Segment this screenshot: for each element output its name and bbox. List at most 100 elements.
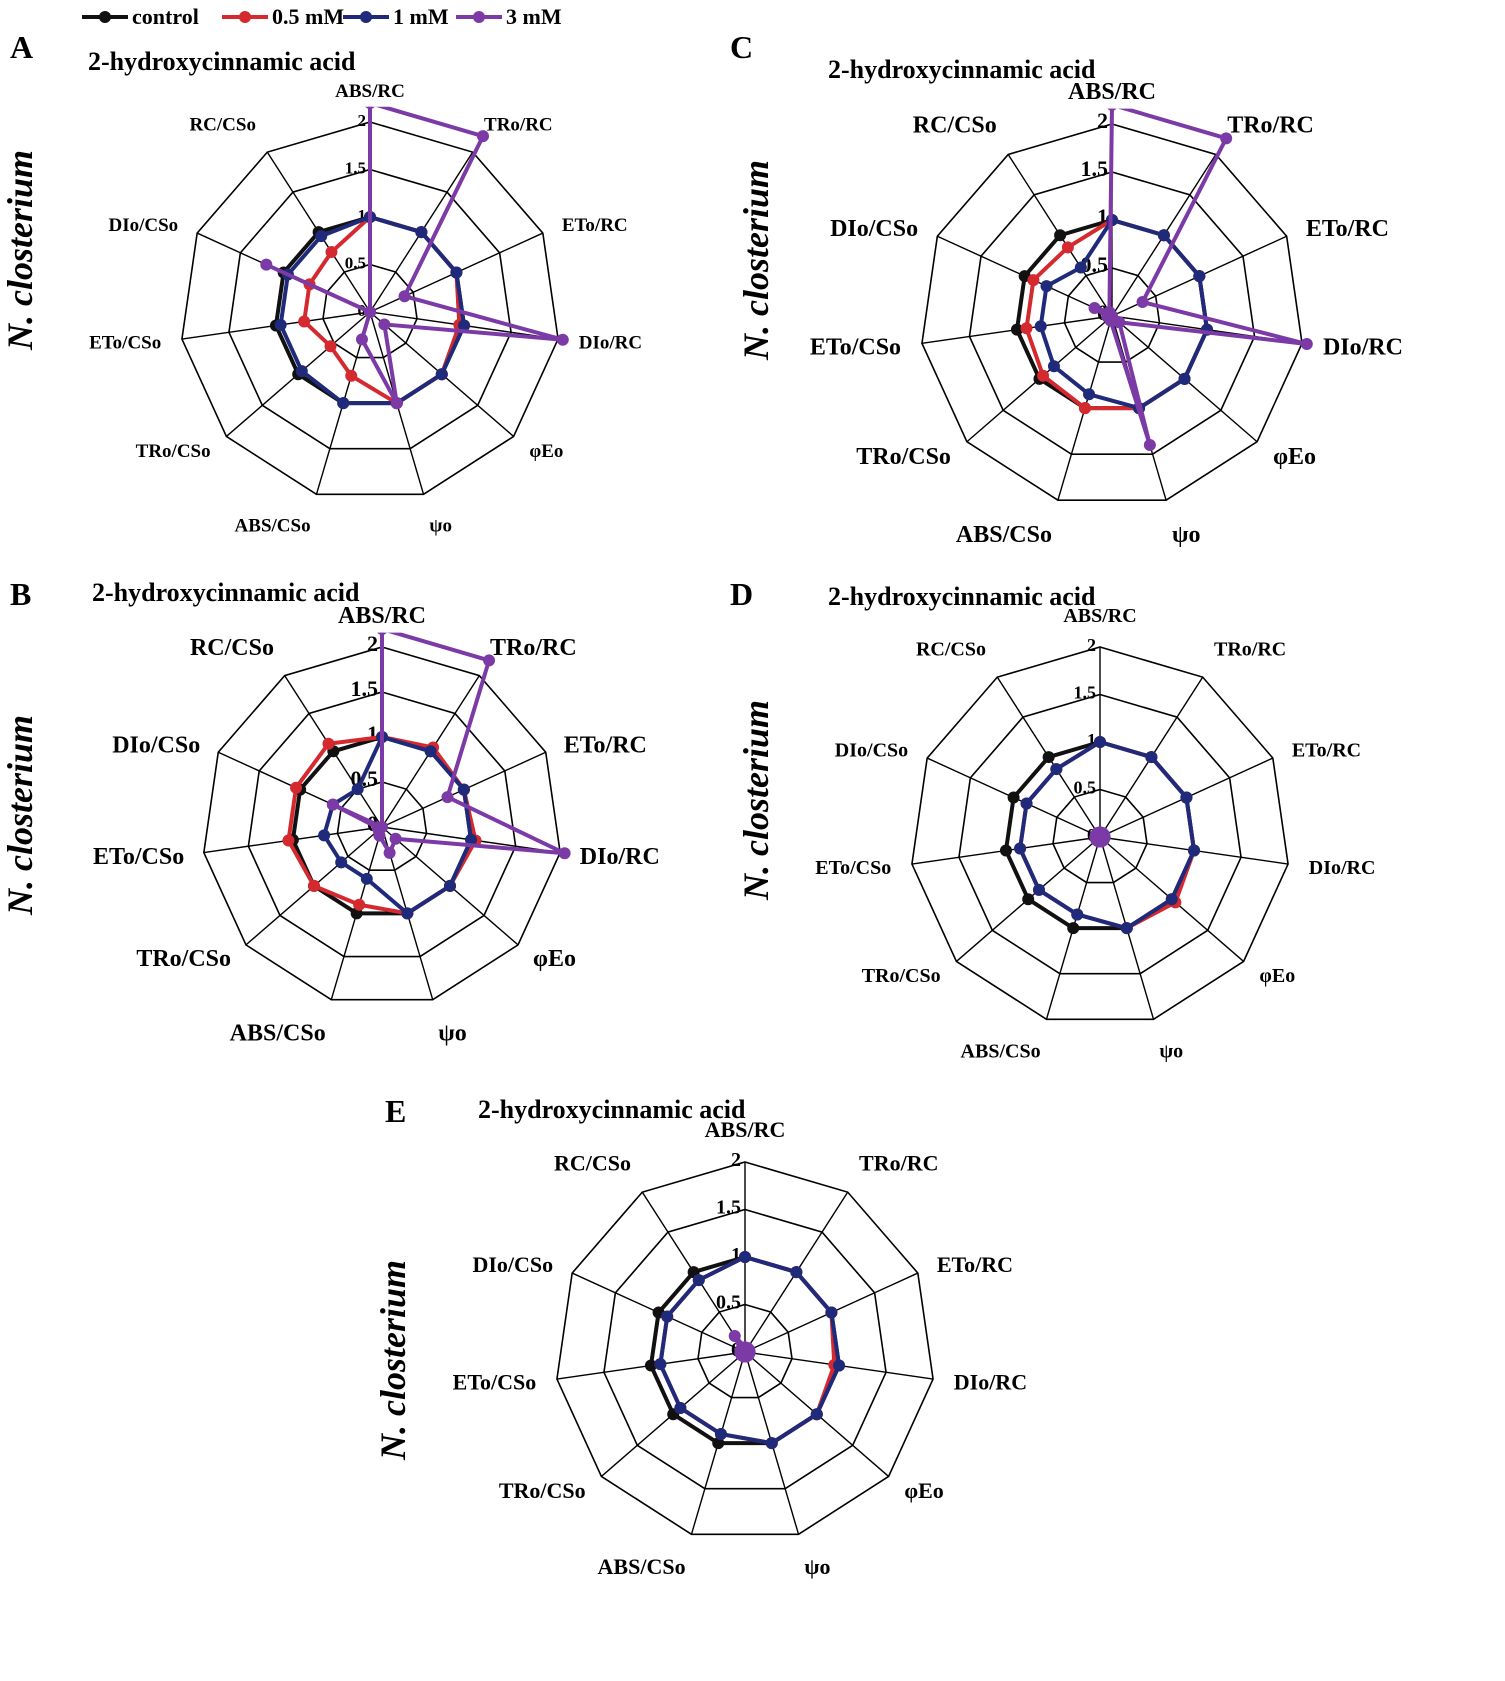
axis-label: TRo/CSo <box>499 1478 586 1503</box>
data-point <box>1107 108 1117 111</box>
axis-label: RC/CSo <box>916 639 986 661</box>
panel-title: 2-hydroxycinnamic acid <box>478 1095 746 1124</box>
data-point <box>692 1274 705 1287</box>
panel-title: 2-hydroxycinnamic acid <box>828 55 1096 84</box>
data-point <box>1007 791 1020 804</box>
axis-label: φEo <box>529 441 563 462</box>
grid-ring <box>336 781 428 871</box>
tick-label: 1.5 <box>351 676 379 701</box>
axis-label: ABS/CSo <box>961 1040 1041 1062</box>
axis-label: ABS/RC <box>338 603 426 629</box>
series-line <box>1038 218 1210 411</box>
data-point <box>654 1358 667 1371</box>
axis-label: ETo/CSo <box>453 1370 537 1395</box>
grid-ring <box>228 168 512 450</box>
data-point <box>476 130 489 143</box>
tick-label: 1.5 <box>716 1197 741 1219</box>
data-point <box>1091 827 1104 840</box>
grid-ring <box>968 171 1256 455</box>
axis-label: DIo/RC <box>1323 335 1403 361</box>
data-point <box>1180 791 1193 804</box>
tick-label: 1 <box>731 1244 741 1266</box>
axis-label: DIo/RC <box>580 844 660 870</box>
grid-ring <box>181 121 559 496</box>
axis-label: ETo/RC <box>937 1252 1013 1277</box>
axis-label: DIo/CSo <box>835 739 908 761</box>
data-point <box>307 879 320 892</box>
legend-item: 3 mM <box>456 4 562 29</box>
data-point <box>1027 274 1040 287</box>
data-point <box>1094 736 1106 748</box>
data-point <box>661 1310 674 1323</box>
axis-label: ETo/CSo <box>89 333 161 354</box>
data-point <box>424 745 437 758</box>
series-1-mm <box>654 1251 846 1450</box>
tick-label: 0 <box>358 301 367 320</box>
data-point <box>353 898 366 911</box>
panel-title: 2-hydroxycinnamic acid <box>88 47 356 76</box>
data-point <box>1074 261 1087 274</box>
tick-label: 0.5 <box>345 254 366 273</box>
axis-label: ABS/CSo <box>598 1554 686 1579</box>
data-point <box>337 397 350 410</box>
series-3-mm <box>1088 108 1313 451</box>
axis-label: RC/CSo <box>190 635 274 661</box>
axis-label: TRo/CSo <box>136 441 211 462</box>
data-point <box>558 847 571 860</box>
tick-label: 2 <box>1097 108 1108 133</box>
data-point <box>1061 241 1074 254</box>
data-point <box>712 1437 725 1450</box>
data-point <box>458 319 471 332</box>
data-point <box>1034 320 1047 333</box>
tick-label: 2 <box>731 1149 741 1171</box>
axis-label: ETo/RC <box>1292 739 1361 761</box>
panel-title: 2-hydroxycinnamic acid <box>92 578 360 607</box>
panel-letter: E <box>385 1093 406 1129</box>
data-point <box>556 333 569 346</box>
data-point <box>1157 229 1170 242</box>
data-point <box>345 369 358 382</box>
data-point <box>282 834 295 847</box>
axis-label: TRo/CSo <box>136 946 231 972</box>
axis-label: ψo <box>804 1554 830 1579</box>
legend-marker <box>99 11 111 23</box>
data-point <box>389 832 402 845</box>
axis-label: TRo/RC <box>1214 639 1286 661</box>
axis-label: ETo/CSo <box>810 335 901 361</box>
data-point <box>790 1266 803 1279</box>
grid-ring <box>247 691 517 958</box>
data-point <box>1071 908 1084 921</box>
axis-label: ABS/CSo <box>956 522 1052 548</box>
panel-letter: C <box>730 29 753 65</box>
y-axis-label: N. closterium <box>0 150 40 351</box>
legend-item: 0.5 mM <box>222 4 344 29</box>
data-point <box>298 315 311 328</box>
data-point <box>1143 438 1156 451</box>
data-point <box>1078 402 1091 415</box>
axis-label: ABS/RC <box>1068 79 1156 105</box>
data-point <box>728 1330 741 1343</box>
series-1-mm <box>318 731 478 920</box>
data-point <box>1050 763 1063 776</box>
data-point <box>1120 922 1133 935</box>
data-point <box>833 1359 846 1372</box>
data-point <box>260 258 273 271</box>
data-point <box>355 333 368 346</box>
data-point <box>1103 305 1116 318</box>
axis-label: TRo/RC <box>1227 113 1314 139</box>
series-3-mm <box>728 1330 756 1363</box>
data-point <box>444 879 457 892</box>
axis-label: φEo <box>1273 444 1316 470</box>
series-3-mm <box>260 106 569 410</box>
data-point <box>450 266 463 279</box>
data-point <box>457 783 470 796</box>
axis-label: ψo <box>429 515 452 536</box>
axis-label: φEo <box>533 946 576 972</box>
data-point <box>1020 322 1033 335</box>
legend-label: 0.5 mM <box>272 4 344 29</box>
axis-label: ABS/RC <box>335 81 405 102</box>
tick-label: 1.5 <box>1081 156 1109 181</box>
axis-label: RC/CSo <box>554 1151 631 1176</box>
